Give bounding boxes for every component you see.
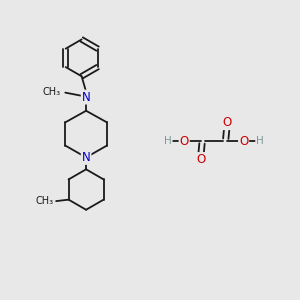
Text: O: O [180,135,189,148]
Text: N: N [82,91,91,103]
Text: O: O [223,116,232,129]
Text: CH₃: CH₃ [43,87,61,97]
Text: O: O [239,135,248,148]
Text: H: H [256,136,264,146]
Text: N: N [82,151,91,164]
Text: O: O [196,153,205,166]
Text: H: H [164,136,172,146]
Text: CH₃: CH₃ [35,196,53,206]
